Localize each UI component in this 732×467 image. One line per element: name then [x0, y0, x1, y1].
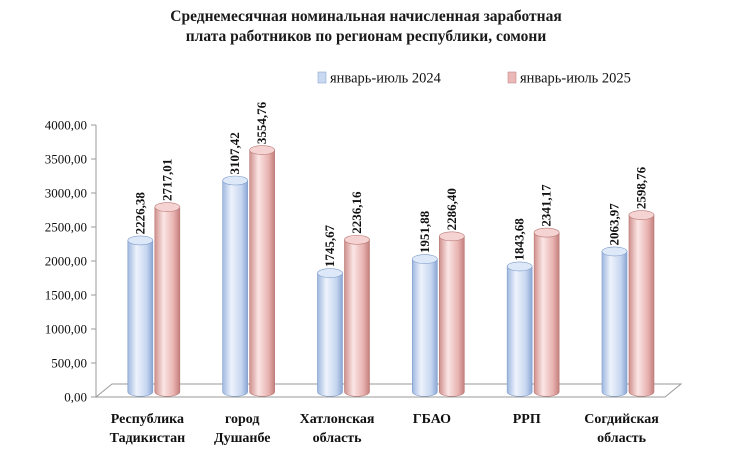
- y-tick-label: 0,00: [64, 390, 87, 405]
- bar-top: [317, 268, 343, 278]
- bar-top: [439, 231, 465, 242]
- x-tick-label: Тадикистан: [110, 431, 186, 446]
- legend-swatch: [507, 71, 517, 84]
- bar-body: [222, 180, 248, 397]
- bar-body: [317, 272, 343, 397]
- x-tick-label: город: [225, 412, 259, 427]
- bar-top: [412, 254, 438, 264]
- data-label: 2226,38: [132, 192, 147, 235]
- bar-body: [533, 232, 560, 397]
- y-tick-label: 2500,00: [45, 220, 87, 235]
- bar-body: [154, 206, 181, 397]
- data-label: 1745,67: [322, 224, 337, 267]
- y-tick-label: 3500,00: [45, 152, 87, 167]
- legend-label: январь-июль 2025: [520, 71, 631, 87]
- y-tick-label: 1500,00: [45, 288, 87, 303]
- bar-body: [506, 266, 533, 397]
- bar-top: [506, 261, 533, 272]
- bar-body: [344, 239, 370, 397]
- chart-floor: [94, 383, 683, 398]
- data-label: 2717,01: [159, 159, 174, 201]
- data-label: 2598,76: [633, 166, 648, 209]
- data-label: 2341,17: [539, 184, 554, 227]
- y-tick-label: 4000,00: [45, 118, 87, 133]
- data-label: 3554,76: [254, 101, 269, 144]
- bar-body: [127, 240, 154, 397]
- y-tick-label: 1000,00: [45, 322, 87, 337]
- bar-top: [249, 145, 275, 155]
- data-label: 2063,97: [606, 203, 621, 246]
- bar-body: [412, 258, 438, 397]
- bar-body: [439, 236, 465, 397]
- x-tick-label: ГБАО: [413, 412, 451, 427]
- x-tick-label: Согдийская: [584, 412, 659, 427]
- data-label: 1843,68: [512, 218, 527, 261]
- bar-top: [628, 210, 655, 220]
- x-tick-label: Хатлонская: [300, 412, 375, 427]
- bar-body: [628, 214, 655, 397]
- bar-top: [344, 234, 370, 245]
- bar-top: [601, 246, 628, 257]
- bar-top: [127, 235, 154, 246]
- y-tick-label: 2000,00: [45, 254, 87, 269]
- bar-top: [533, 227, 560, 238]
- x-tick-label: Душанбе: [214, 431, 271, 446]
- x-tick-label: область: [597, 431, 647, 446]
- data-label: 2236,16: [349, 191, 364, 234]
- bar-body: [249, 149, 275, 397]
- y-tick-label: 3000,00: [45, 186, 87, 201]
- x-tick-label: РРП: [513, 412, 541, 427]
- data-label: 1951,88: [417, 210, 432, 253]
- y-tick-label: 500,00: [51, 356, 87, 371]
- data-label: 3107,42: [227, 132, 242, 174]
- legend-label: январь-июль 2024: [330, 71, 442, 87]
- x-tick-label: Республика: [111, 412, 184, 427]
- chart-title-line-1: Среднемесячная номинальная начисленная з…: [170, 8, 562, 25]
- bar-top: [222, 175, 248, 186]
- chart-title-line-2: плата работников по регионам республики,…: [185, 28, 547, 45]
- x-tick-label: область: [313, 431, 363, 446]
- bar-top: [154, 202, 181, 212]
- data-label: 2286,40: [444, 188, 459, 230]
- bar-body: [601, 251, 628, 397]
- legend-swatch: [317, 71, 327, 84]
